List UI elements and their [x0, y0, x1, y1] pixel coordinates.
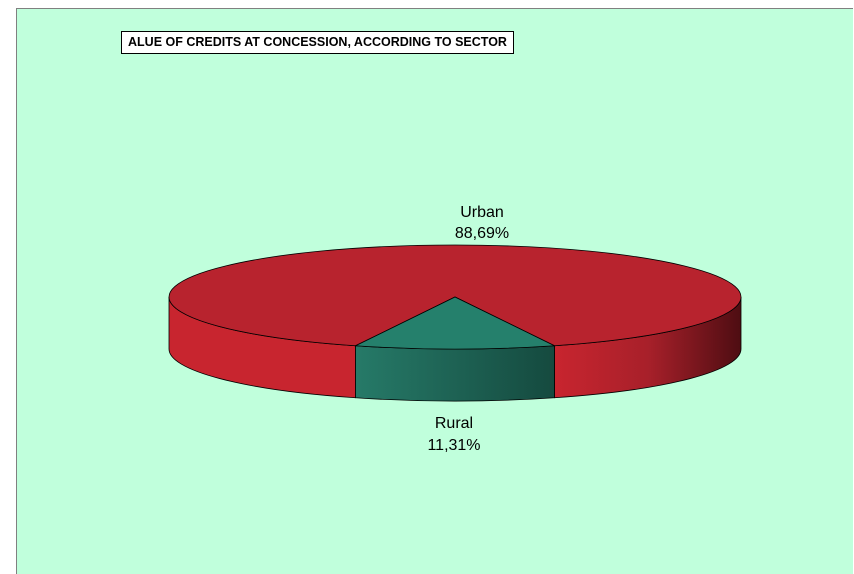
rural-side [355, 345, 555, 402]
urban-value-label: 88,69% [455, 225, 509, 242]
rural-label: Rural [435, 415, 473, 432]
rural-value-label: 11,31% [427, 437, 480, 454]
chart-title: ALUE OF CREDITS AT CONCESSION, ACCORDING… [121, 31, 514, 54]
urban-label: Urban [460, 204, 504, 221]
urban-slice [168, 244, 742, 347]
rural-slice [353, 296, 557, 350]
